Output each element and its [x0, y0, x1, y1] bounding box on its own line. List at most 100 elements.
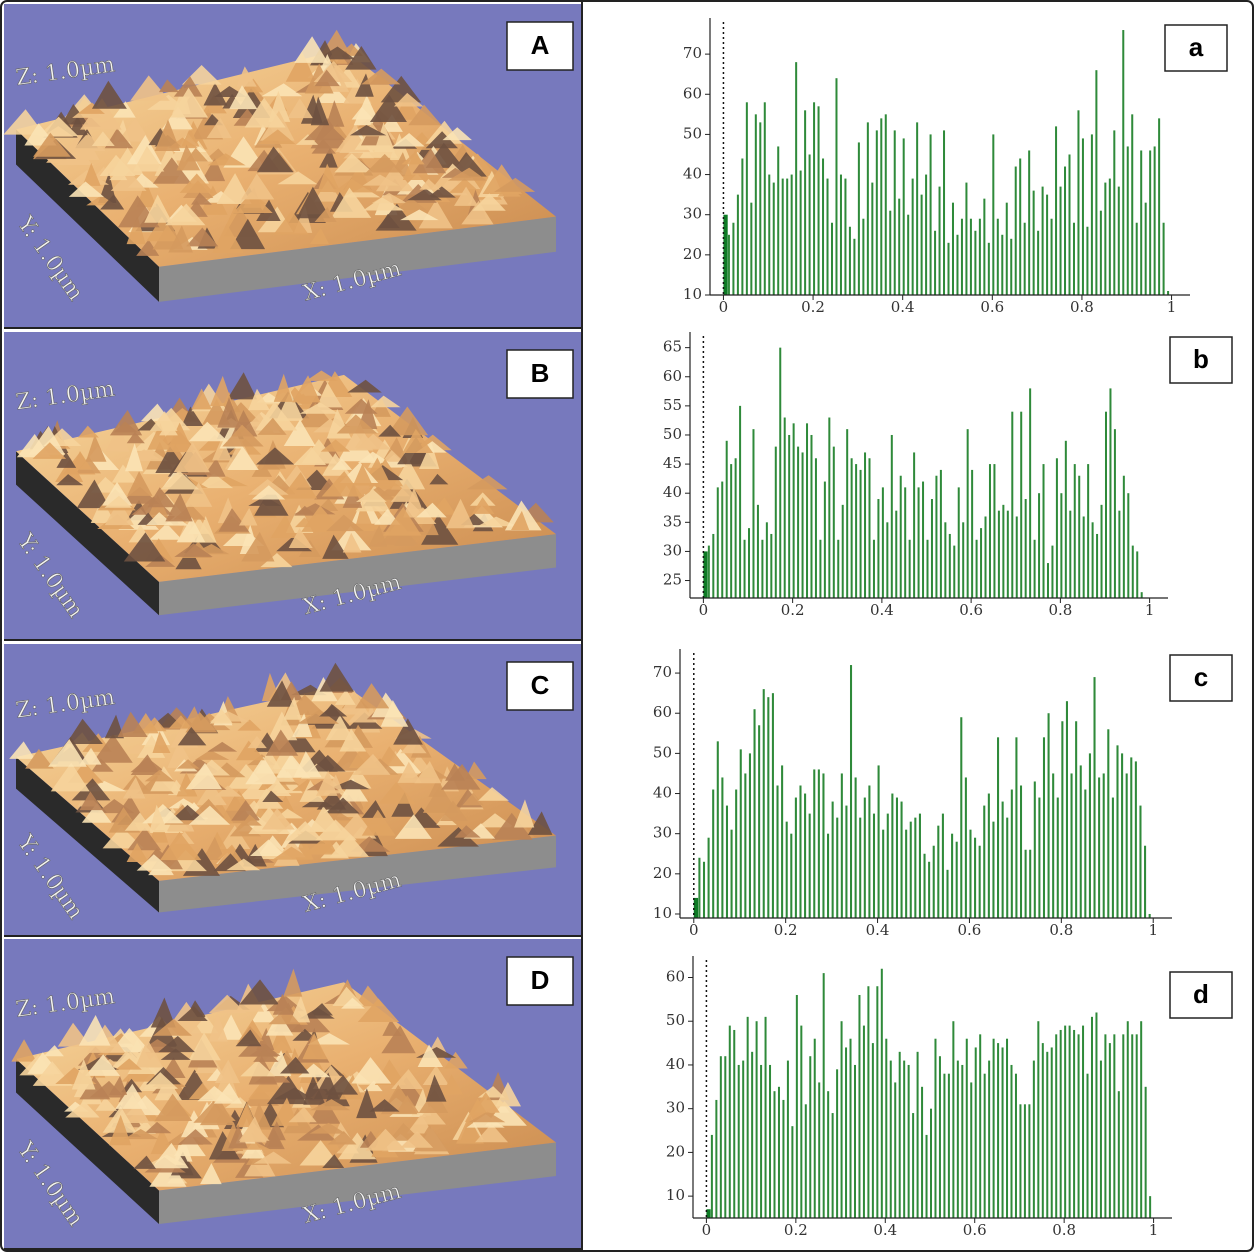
bar [1073, 223, 1075, 295]
bar [930, 134, 932, 295]
bar [1034, 781, 1036, 918]
bar [1086, 227, 1088, 295]
bar [775, 447, 777, 598]
bar [1034, 540, 1036, 598]
bar [993, 1039, 995, 1218]
bar [871, 183, 873, 295]
bar [1149, 150, 1151, 295]
bar [908, 1065, 910, 1218]
bar [786, 822, 788, 918]
bar [898, 199, 900, 295]
bar [983, 199, 985, 295]
bar [778, 1087, 780, 1218]
y-tick-label: 50 [663, 425, 682, 443]
bar [1002, 505, 1004, 598]
bar [1139, 806, 1141, 918]
bar [845, 1047, 847, 1218]
bar [851, 458, 853, 598]
bar [1107, 729, 1109, 918]
y-tick-label: 10 [653, 904, 672, 922]
bar [818, 1082, 820, 1218]
y-tick-label: 50 [683, 124, 702, 142]
y-tick-label: 20 [666, 1142, 685, 1160]
bar [961, 1065, 963, 1218]
bar [787, 1061, 789, 1218]
bar [737, 195, 739, 295]
bar [1006, 203, 1008, 295]
bar [1015, 1074, 1017, 1218]
afm-panel: Z: 1.0µmY: 1.0µmX: 1.0µmD [4, 939, 581, 1249]
bar [779, 348, 781, 598]
bar [791, 175, 793, 295]
bar [796, 995, 798, 1218]
x-tick-label: 0 [699, 601, 709, 619]
bar [1029, 850, 1031, 918]
bar [786, 179, 788, 295]
bar [909, 540, 911, 598]
bar [717, 487, 719, 598]
bar [912, 179, 914, 295]
bar [974, 838, 976, 918]
bar [988, 243, 990, 295]
bar [1028, 150, 1030, 295]
bar [1140, 1021, 1142, 1218]
bar [961, 219, 963, 295]
bar [832, 1113, 834, 1218]
bar [1100, 211, 1102, 295]
bar [917, 1052, 919, 1218]
bar [930, 1109, 932, 1218]
bar [886, 522, 888, 598]
bar [1118, 511, 1120, 598]
bar [1136, 1034, 1138, 1218]
bar [975, 1047, 977, 1218]
bar [970, 219, 972, 295]
bar [767, 697, 769, 918]
bar [1015, 167, 1017, 295]
bar [1066, 701, 1068, 918]
bar [711, 1135, 713, 1218]
bar [935, 476, 937, 598]
bar [1131, 1034, 1133, 1218]
bar [841, 1021, 843, 1218]
bar [1109, 179, 1111, 295]
bar [868, 458, 870, 598]
bar [1068, 154, 1070, 295]
x-tick-label: 0.4 [891, 298, 915, 316]
bar [1136, 223, 1138, 295]
bar [1092, 522, 1094, 598]
bar [984, 1074, 986, 1218]
bar [1024, 223, 1026, 295]
bar [1057, 798, 1059, 918]
bar [1006, 1039, 1008, 1218]
bar [1127, 146, 1129, 295]
bar [831, 223, 833, 295]
bar [733, 1030, 735, 1218]
bar [1038, 798, 1040, 918]
bar [1089, 753, 1091, 918]
bar [824, 482, 826, 598]
bar [795, 62, 797, 295]
bar [750, 203, 752, 295]
bar [800, 171, 802, 295]
bar [1078, 1034, 1080, 1218]
bar [940, 470, 942, 598]
bar [855, 777, 857, 918]
bar [1158, 118, 1160, 295]
bar [880, 118, 882, 295]
x-tick-label: 0.8 [1048, 601, 1072, 619]
bar [1010, 1065, 1012, 1218]
y-tick-label: 60 [663, 367, 682, 385]
bar [872, 1043, 874, 1218]
bar [805, 1104, 807, 1218]
bar [818, 769, 820, 918]
bar [957, 1061, 959, 1218]
bar [1101, 505, 1103, 598]
bar [781, 765, 783, 918]
bar [1019, 1104, 1021, 1218]
bar [772, 693, 774, 918]
bar [992, 822, 994, 918]
bar [926, 1135, 928, 1218]
bar [952, 1021, 954, 1218]
bar [782, 179, 784, 295]
bar [752, 429, 754, 598]
